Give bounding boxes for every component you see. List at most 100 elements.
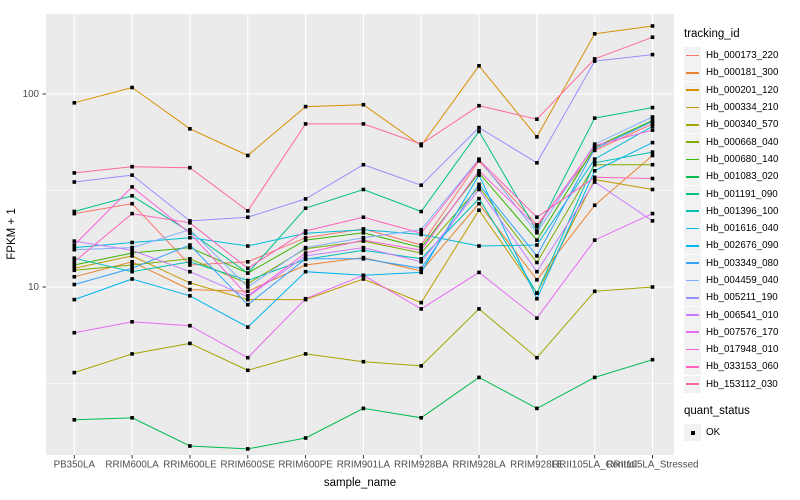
data-point-Hb_003349_080 — [130, 266, 134, 271]
legend-item-label: Hb_001396_100 — [706, 205, 779, 217]
data-point-Hb_000340_570 — [130, 352, 134, 356]
data-point-Hb_005211_190 — [130, 173, 134, 177]
data-point-Hb_003349_080 — [477, 182, 481, 187]
data-point-Hb_001396_100 — [650, 150, 655, 154]
legend-key-line-swatch — [686, 227, 699, 230]
data-point-Hb_000680_140 — [535, 238, 539, 242]
legend-title-tracking: tracking_id — [684, 28, 740, 40]
data-point-Hb_001083_020 — [303, 436, 308, 440]
data-point-Hb_000173_220 — [650, 122, 655, 126]
legend-title-quant: quant_status — [684, 404, 750, 417]
data-point-Hb_000340_570 — [246, 368, 250, 373]
data-point-Hb_006541_010 — [361, 245, 366, 250]
data-point-Hb_033153_060 — [535, 215, 539, 219]
data-point-Hb_003349_080 — [592, 147, 597, 151]
legend-key — [684, 202, 701, 220]
data-point-Hb_001083_020 — [419, 416, 423, 420]
data-point-Hb_007576_170 — [188, 323, 192, 328]
data-point-Hb_001616_040 — [592, 157, 597, 161]
data-point-Hb_000334_210 — [419, 300, 423, 305]
legend-key — [684, 47, 701, 65]
legend-key-line-swatch — [686, 296, 699, 299]
data-point-Hb_000668_040 — [477, 185, 481, 189]
x-tick-label: RRIM600LE — [163, 460, 217, 471]
data-point-Hb_004459_040 — [303, 245, 308, 250]
data-point-Hb_002676_090 — [419, 270, 423, 275]
legend-item-label: Hb_000181_300 — [706, 67, 779, 79]
legend-key-line-swatch — [686, 366, 699, 368]
tracking-legend-items: Hb_000173_220 Hb_000181_300 Hb_000201_120 H… — [684, 47, 778, 393]
data-point-Hb_004459_040 — [72, 247, 77, 252]
data-point-Hb_000201_120 — [535, 135, 539, 139]
data-point-Hb_001396_100 — [477, 196, 481, 201]
data-point-Hb_153112_030 — [419, 142, 423, 146]
data-point-Hb_000340_570 — [419, 364, 423, 368]
legend-item: Hb_000340_570 — [684, 116, 778, 134]
data-point-Hb_000340_570 — [477, 307, 481, 311]
legend-key-line-swatch — [686, 383, 699, 386]
data-point-Hb_005211_190 — [246, 215, 250, 219]
data-point-Hb_001083_020 — [72, 418, 77, 422]
data-point-Hb_001616_040 — [650, 124, 655, 129]
data-point-Hb_033153_060 — [650, 176, 655, 181]
legend-item: Hb_004459_040 — [684, 272, 778, 289]
data-point-Hb_033153_060 — [72, 260, 77, 264]
data-point-Hb_001191_090 — [361, 187, 366, 192]
data-point-Hb_000334_210 — [130, 254, 134, 258]
data-point-Hb_033153_060 — [361, 215, 366, 219]
data-point-Hb_005211_190 — [535, 161, 539, 165]
legend-item: Hb_001396_100 — [684, 202, 779, 220]
data-point-Hb_000668_040 — [419, 251, 423, 255]
legend-key — [684, 424, 701, 442]
data-point-Hb_005211_190 — [72, 180, 77, 184]
legend-key — [684, 133, 701, 151]
legend-key-line-swatch — [686, 279, 699, 282]
data-point-Hb_000173_220 — [419, 243, 423, 247]
data-point-Hb_001396_100 — [592, 161, 597, 165]
data-point-Hb_001396_100 — [246, 278, 250, 283]
data-point-Hb_000340_570 — [303, 352, 308, 356]
y-tick-label: 10 — [28, 282, 39, 293]
data-point-Hb_000201_120 — [477, 64, 481, 68]
legend-key — [684, 289, 701, 307]
quant-legend-items: OK — [684, 424, 778, 442]
legend-item-label: Hb_000201_120 — [706, 84, 779, 96]
x-tick-label: RRII105LA_Stressed — [606, 460, 698, 471]
data-point-Hb_001616_040 — [303, 231, 308, 235]
legend-key-line-swatch — [686, 175, 699, 178]
data-point-Hb_001083_020 — [592, 375, 597, 380]
data-point-Hb_033153_060 — [188, 221, 192, 225]
data-point-Hb_000668_040 — [592, 162, 597, 167]
data-point-Hb_000668_040 — [650, 162, 655, 167]
legend-key — [684, 358, 701, 376]
data-point-Hb_000173_220 — [246, 260, 250, 264]
data-point-Hb_033153_060 — [130, 211, 134, 216]
data-point-Hb_033153_060 — [592, 175, 597, 180]
data-point-Hb_000201_120 — [72, 101, 77, 105]
data-point-Hb_017948_010 — [303, 251, 308, 255]
data-point-Hb_001616_040 — [188, 235, 192, 240]
data-point-Hb_007576_170 — [72, 330, 77, 335]
data-point-Hb_000334_210 — [188, 281, 192, 285]
data-point-Hb_007576_170 — [361, 273, 366, 278]
data-point-Hb_017948_010 — [535, 225, 539, 229]
data-point-Hb_006541_010 — [72, 239, 77, 243]
legend-key-line-swatch — [686, 331, 699, 334]
data-point-Hb_001083_020 — [130, 416, 134, 420]
data-point-Hb_000181_300 — [72, 275, 77, 279]
data-point-Hb_000680_140 — [361, 231, 366, 235]
data-point-Hb_001396_100 — [72, 256, 77, 260]
data-point-Hb_001083_020 — [477, 375, 481, 380]
data-point-Hb_000181_300 — [246, 289, 250, 294]
data-point-Hb_001616_040 — [130, 240, 134, 245]
data-point-Hb_005211_190 — [419, 183, 423, 187]
data-point-Hb_002676_090 — [130, 277, 134, 281]
legend-key — [684, 341, 701, 359]
x-tick-label: RRIM600LA — [105, 460, 159, 471]
data-point-Hb_001616_040 — [72, 245, 77, 250]
data-point-Hb_002676_090 — [188, 294, 192, 298]
data-point-Hb_000334_210 — [246, 297, 250, 302]
legend-key-square-swatch — [690, 430, 695, 435]
legend-key — [684, 99, 701, 117]
